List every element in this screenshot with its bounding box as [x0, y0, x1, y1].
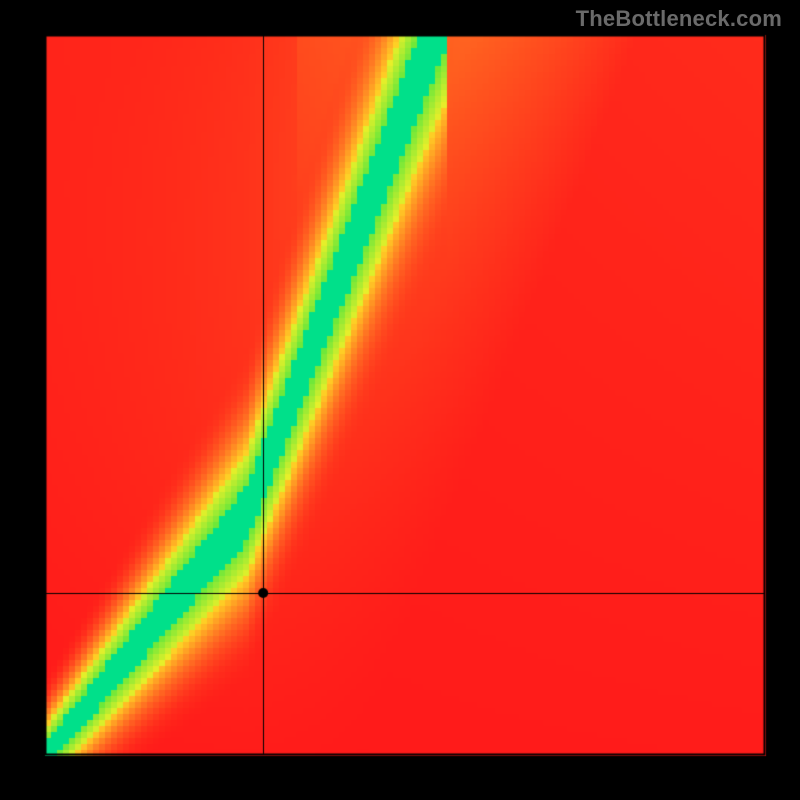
- watermark-label: TheBottleneck.com: [576, 6, 782, 32]
- chart-container: TheBottleneck.com: [0, 0, 800, 800]
- bottleneck-heatmap: [0, 0, 800, 800]
